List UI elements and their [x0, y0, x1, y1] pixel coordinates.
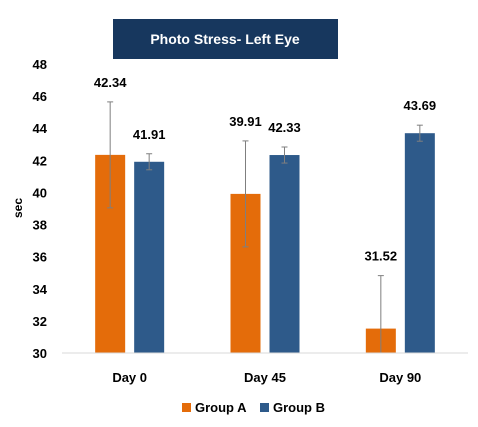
y-tick-label: 38 [33, 218, 47, 233]
y-tick-label: 36 [33, 250, 47, 265]
data-label: 42.34 [94, 75, 127, 90]
x-tick-label: Day 0 [112, 370, 147, 385]
bar-group-b-2 [404, 133, 435, 353]
data-label: 39.91 [229, 114, 262, 129]
y-tick-label: 30 [33, 346, 47, 361]
x-tick-label: Day 45 [244, 370, 286, 385]
chart-title-box [113, 19, 338, 59]
chart-title: Photo Stress- Left Eye [150, 31, 300, 47]
bar-group-b-0 [134, 161, 165, 353]
data-label: 41.91 [133, 127, 166, 142]
x-tick-label: Day 90 [379, 370, 421, 385]
legend-label: Group B [273, 400, 325, 415]
y-tick-label: 44 [33, 121, 48, 136]
x-axis-ticks: Day 0 Day 45 Day 90 [112, 370, 421, 385]
data-label: 42.33 [268, 120, 301, 135]
data-label: 43.69 [404, 98, 437, 113]
y-tick-label: 42 [33, 153, 47, 168]
y-axis-title: sec [11, 198, 25, 218]
y-axis-ticks: 30 32 34 36 38 40 42 44 46 48 [33, 57, 48, 361]
y-tick-label: 46 [33, 89, 47, 104]
y-tick-label: 34 [33, 282, 48, 297]
bars-group [95, 133, 435, 353]
data-labels-group: 42.34 39.91 31.52 41.91 42.33 43.69 [94, 75, 436, 264]
y-tick-label: 40 [33, 185, 47, 200]
legend-swatch [260, 403, 269, 412]
legend-label: Group A [195, 400, 247, 415]
error-bars-group [107, 101, 423, 353]
y-tick-label: 32 [33, 314, 47, 329]
y-tick-label: 48 [33, 57, 47, 72]
legend: Group A Group B [182, 400, 325, 415]
bar-group-b-1 [269, 155, 300, 353]
legend-swatch [182, 403, 191, 412]
data-label: 31.52 [365, 249, 398, 264]
